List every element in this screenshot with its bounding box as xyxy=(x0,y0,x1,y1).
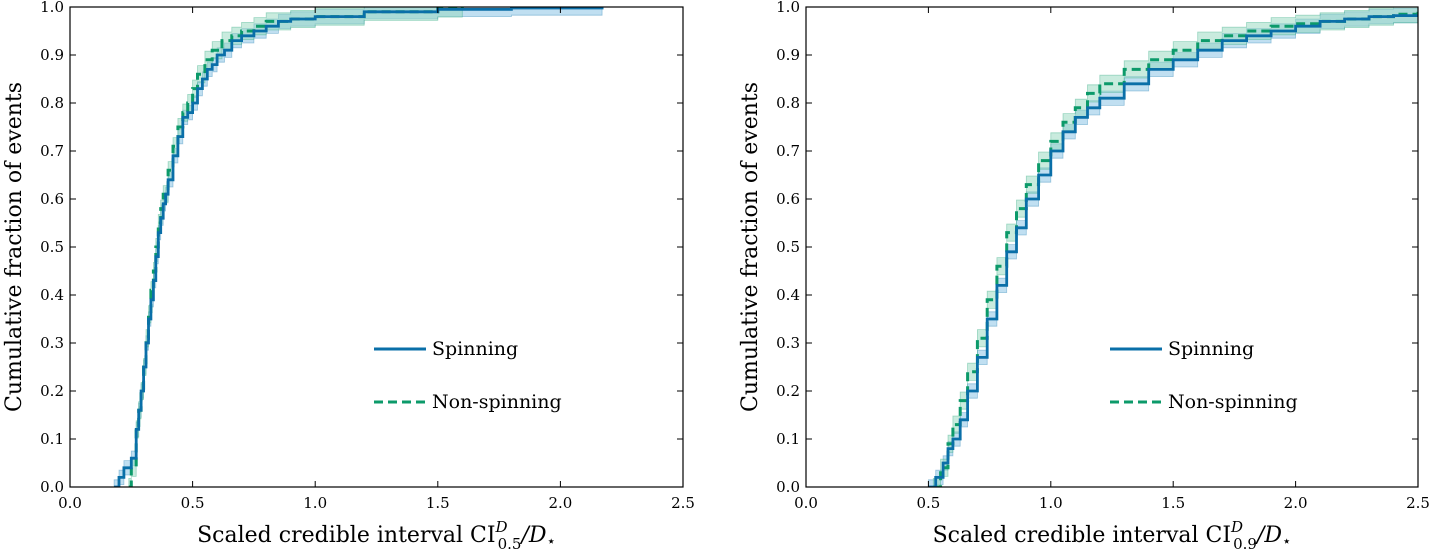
legend: Spinning Non-spinning xyxy=(1110,338,1298,413)
y-tick-label: 0.0 xyxy=(776,478,800,496)
x-axis-label: Scaled credible interval CID 0.9/D⋆ xyxy=(933,518,1292,550)
y-tick-label: 0.2 xyxy=(776,382,800,400)
chart-left: 0.0 0.5 1.0 1.5 2.0 2.5 0.0 0.1 0.2 0.3 0.4 0.5 0.6 0… xyxy=(2,0,695,550)
x-tick-label: 0.5 xyxy=(181,494,205,512)
y-tick-label: 0.5 xyxy=(40,238,64,256)
legend-label-spinning: Spinning xyxy=(432,338,518,360)
y-tick-label: 0.8 xyxy=(40,94,64,112)
legend: Spinning Non-spinning xyxy=(374,338,562,413)
non-spinning-line xyxy=(933,11,1418,487)
spinning-line xyxy=(114,7,604,487)
x-tick-label: 2.5 xyxy=(1406,494,1429,512)
y-tick-label: 0.6 xyxy=(40,190,64,208)
non-spinning-band xyxy=(128,7,463,487)
y-tick-label: 0.5 xyxy=(776,238,800,256)
y-tick-label: 0.3 xyxy=(40,334,64,352)
y-tick-label: 0.6 xyxy=(776,190,800,208)
x-axis-label: Scaled credible interval CID 0.5/D⋆ xyxy=(197,518,556,550)
y-axis-label: Cumulative fraction of events xyxy=(2,82,27,412)
y-tick-label: 0.1 xyxy=(40,430,64,448)
y-tick-label: 0.2 xyxy=(40,382,64,400)
non-spinning-line xyxy=(128,7,464,487)
x-tick-label: 1.5 xyxy=(426,494,450,512)
y-tick-label: 1.0 xyxy=(40,0,64,16)
y-tick-label: 0.0 xyxy=(40,478,64,496)
y-tick-label: 1.0 xyxy=(776,0,800,16)
x-tick-label: 0.0 xyxy=(58,494,82,512)
x-tick-label: 0.0 xyxy=(794,494,818,512)
y-tick-label: 0.9 xyxy=(40,46,64,64)
y-tick-label: 0.1 xyxy=(776,430,800,448)
x-tick-label: 2.0 xyxy=(1284,494,1308,512)
y-axis-label: Cumulative fraction of events xyxy=(738,82,763,412)
x-tick-label: 2.5 xyxy=(671,494,695,512)
legend-label-spinning: Spinning xyxy=(1168,338,1254,360)
spinning-band xyxy=(928,7,1418,487)
x-tick-label: 0.5 xyxy=(916,494,940,512)
chart-right: 0.0 0.5 1.0 1.5 2.0 2.5 0.0 0.1 0.2 0.3 0.4 0.5 0.6 0… xyxy=(738,0,1429,550)
y-tick-label: 0.8 xyxy=(776,94,800,112)
y-tick-label: 0.7 xyxy=(776,142,800,160)
x-tick-label: 2.0 xyxy=(548,494,572,512)
legend-label-non-spinning: Non-spinning xyxy=(1168,391,1298,413)
x-tick-label: 1.5 xyxy=(1161,494,1185,512)
legend-label-non-spinning: Non-spinning xyxy=(432,391,562,413)
x-tick-label: 1.0 xyxy=(303,494,327,512)
plot-area xyxy=(928,7,1418,487)
y-tick-label: 0.4 xyxy=(40,286,64,304)
y-tick-label: 0.4 xyxy=(776,286,800,304)
y-tick-label: 0.3 xyxy=(776,334,800,352)
spinning-band xyxy=(113,7,603,487)
spinning-line xyxy=(928,14,1418,487)
plot-frame xyxy=(69,6,684,488)
y-tick-label: 0.9 xyxy=(776,46,800,64)
x-tick-label: 1.0 xyxy=(1039,494,1063,512)
plot-area xyxy=(113,7,604,487)
y-tick-label: 0.7 xyxy=(40,142,64,160)
